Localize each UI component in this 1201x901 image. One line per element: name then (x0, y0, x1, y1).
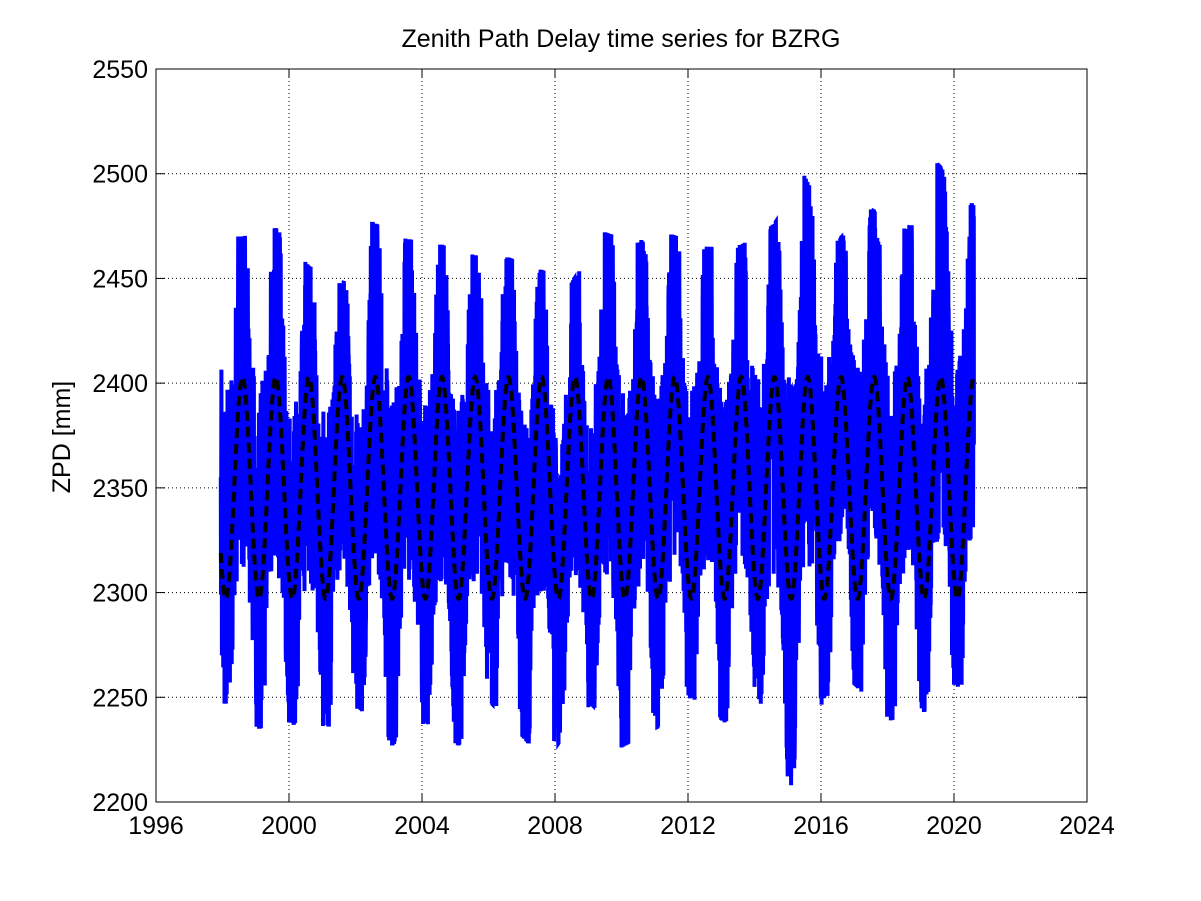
y-tick-label: 2300 (92, 580, 148, 608)
model-series-line (218, 374, 976, 602)
x-tick-label: 2004 (394, 812, 450, 840)
x-tick-label: 2012 (660, 812, 716, 840)
x-tick-label: 1996 (128, 812, 184, 840)
y-tick-label: 2250 (92, 684, 148, 712)
series-layer (218, 162, 976, 786)
x-tick-label: 2020 (926, 812, 982, 840)
y-axis-label: ZPD [mm] (48, 381, 76, 494)
x-tick-label: 2024 (1059, 812, 1115, 840)
y-tick-label: 2400 (92, 370, 148, 398)
axis-ticks: 1996 2000 2004 2008 2012 2016 2020 2024 2200 2250… (92, 56, 1115, 840)
x-tick-label: 2000 (261, 812, 317, 840)
y-tick-label: 2350 (92, 475, 148, 503)
y-tick-label: 2450 (92, 265, 148, 293)
chart-title: Zenith Path Delay time series for BZRG (401, 25, 840, 53)
x-tick-label: 2008 (527, 812, 583, 840)
y-tick-label: 2500 (92, 161, 148, 189)
observed-series-line (218, 162, 976, 777)
x-tick-label: 2016 (793, 812, 849, 840)
y-tick-label: 2200 (92, 789, 148, 817)
y-tick-label: 2550 (92, 56, 148, 84)
axes-frame (155, 68, 1088, 803)
